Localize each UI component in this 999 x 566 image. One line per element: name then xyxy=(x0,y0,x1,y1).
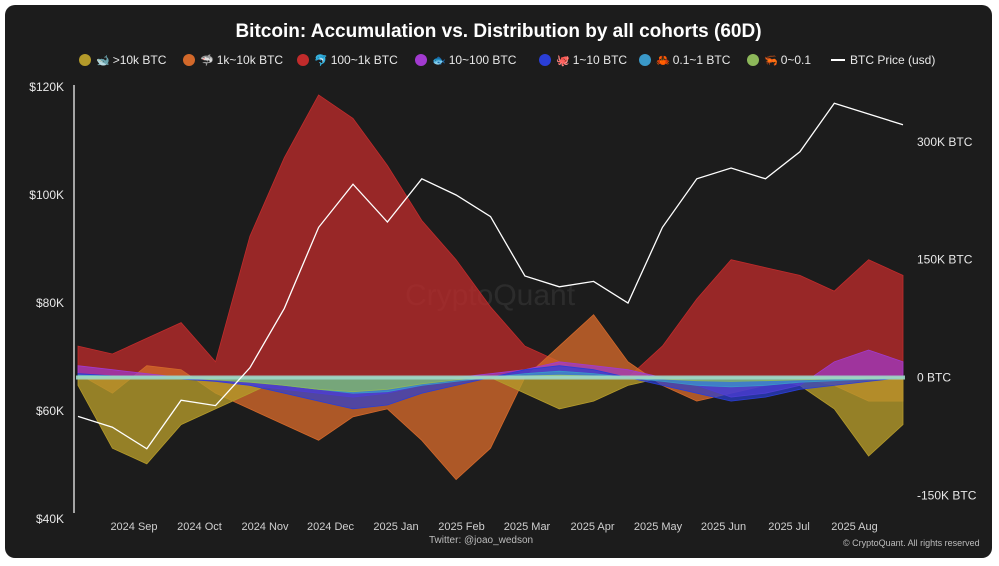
x-tick-label: 2024 Dec xyxy=(307,521,355,533)
legend-item-0-1-1[interactable]: 🦀 0.1~1 BTC xyxy=(639,53,730,67)
right-tick-label: 150K BTC xyxy=(917,253,973,267)
shark-icon: 🦈 xyxy=(200,54,214,67)
legend-item-1-10[interactable]: 🐙 1~10 BTC xyxy=(539,53,627,67)
chart-card: Bitcoin: Accumulation vs. Distribution b… xyxy=(5,5,992,558)
legend-label: 10~100 BTC xyxy=(448,53,517,67)
x-tick-label: 2025 May xyxy=(634,521,683,533)
right-tick-label: -150K BTC xyxy=(917,488,977,502)
zero-baseline xyxy=(76,375,905,380)
legend-swatch xyxy=(539,54,551,66)
left-tick-label: $100K xyxy=(29,188,64,202)
copyright-text: © CryptoQuant. All rights reserved xyxy=(843,538,980,548)
chart-svg: $40K $60K $80K $100K $120K -150K BTC 0 BTC 150K… xyxy=(29,80,977,533)
legend-item-10k-plus[interactable]: 🐋 >10k BTC xyxy=(79,53,166,67)
legend-item-10-100[interactable]: 🐟 10~100 BTC xyxy=(415,53,516,67)
legend-label: 0~0.1 xyxy=(780,53,812,67)
legend-item-1k-10k[interactable]: 🦈 1k~10k BTC xyxy=(183,53,283,67)
left-tick-label: $120K xyxy=(29,80,64,94)
left-tick-label: $60K xyxy=(36,404,64,418)
dolphin-icon: 🐬 xyxy=(314,54,328,67)
x-tick-label: 2025 Apr xyxy=(570,521,614,533)
area-100-1k-btc xyxy=(77,94,904,378)
legend-swatch xyxy=(747,54,759,66)
legend-item-100-1k[interactable]: 🐬 100~1k BTC xyxy=(297,53,398,67)
shrimp-icon: 🦐 xyxy=(764,54,778,67)
legend-swatch xyxy=(79,54,91,66)
crab-icon: 🦀 xyxy=(656,54,670,67)
legend-label: 1k~10k BTC xyxy=(216,53,284,67)
legend-swatch xyxy=(297,54,309,66)
fish-icon: 🐟 xyxy=(432,54,446,67)
x-tick-label: 2024 Oct xyxy=(177,521,222,533)
left-tick-label: $40K xyxy=(36,512,64,526)
octopus-icon: 🐙 xyxy=(556,54,570,67)
legend-item-btc-price[interactable]: BTC Price (usd) xyxy=(831,53,935,67)
legend-swatch xyxy=(415,54,427,66)
legend-label: >10k BTC xyxy=(112,53,167,67)
legend-label: 1~10 BTC xyxy=(572,53,628,67)
legend-label: 0.1~1 BTC xyxy=(672,53,731,67)
x-tick-label: 2025 Jan xyxy=(373,521,418,533)
left-tick-label: $80K xyxy=(36,296,64,310)
btc-price-line xyxy=(77,102,904,450)
right-tick-label: 0 BTC xyxy=(917,371,951,385)
chart-title: Bitcoin: Accumulation vs. Distribution b… xyxy=(235,21,762,42)
x-tick-label: 2025 Jul xyxy=(768,521,810,533)
line-icon xyxy=(831,59,845,61)
x-tick-label: 2025 Feb xyxy=(438,521,484,533)
legend-swatch xyxy=(639,54,651,66)
legend-label: BTC Price (usd) xyxy=(850,53,936,67)
legend-label: 100~1k BTC xyxy=(330,53,398,67)
x-tick-label: 2024 Sep xyxy=(110,521,157,533)
legend-swatch xyxy=(183,54,195,66)
whale-icon: 🐋 xyxy=(96,54,110,67)
x-tick-label: 2025 Mar xyxy=(504,521,551,533)
x-tick-label: 2025 Jun xyxy=(701,521,746,533)
twitter-credit: Twitter: @joao_wedson xyxy=(429,535,534,546)
x-tick-label: 2024 Nov xyxy=(241,521,289,533)
x-tick-label: 2025 Aug xyxy=(831,521,878,533)
right-tick-label: 300K BTC xyxy=(917,135,973,149)
area-1-10-btc xyxy=(77,365,904,410)
legend-item-0-0-1[interactable]: 🦐 0~0.1 xyxy=(747,53,811,67)
